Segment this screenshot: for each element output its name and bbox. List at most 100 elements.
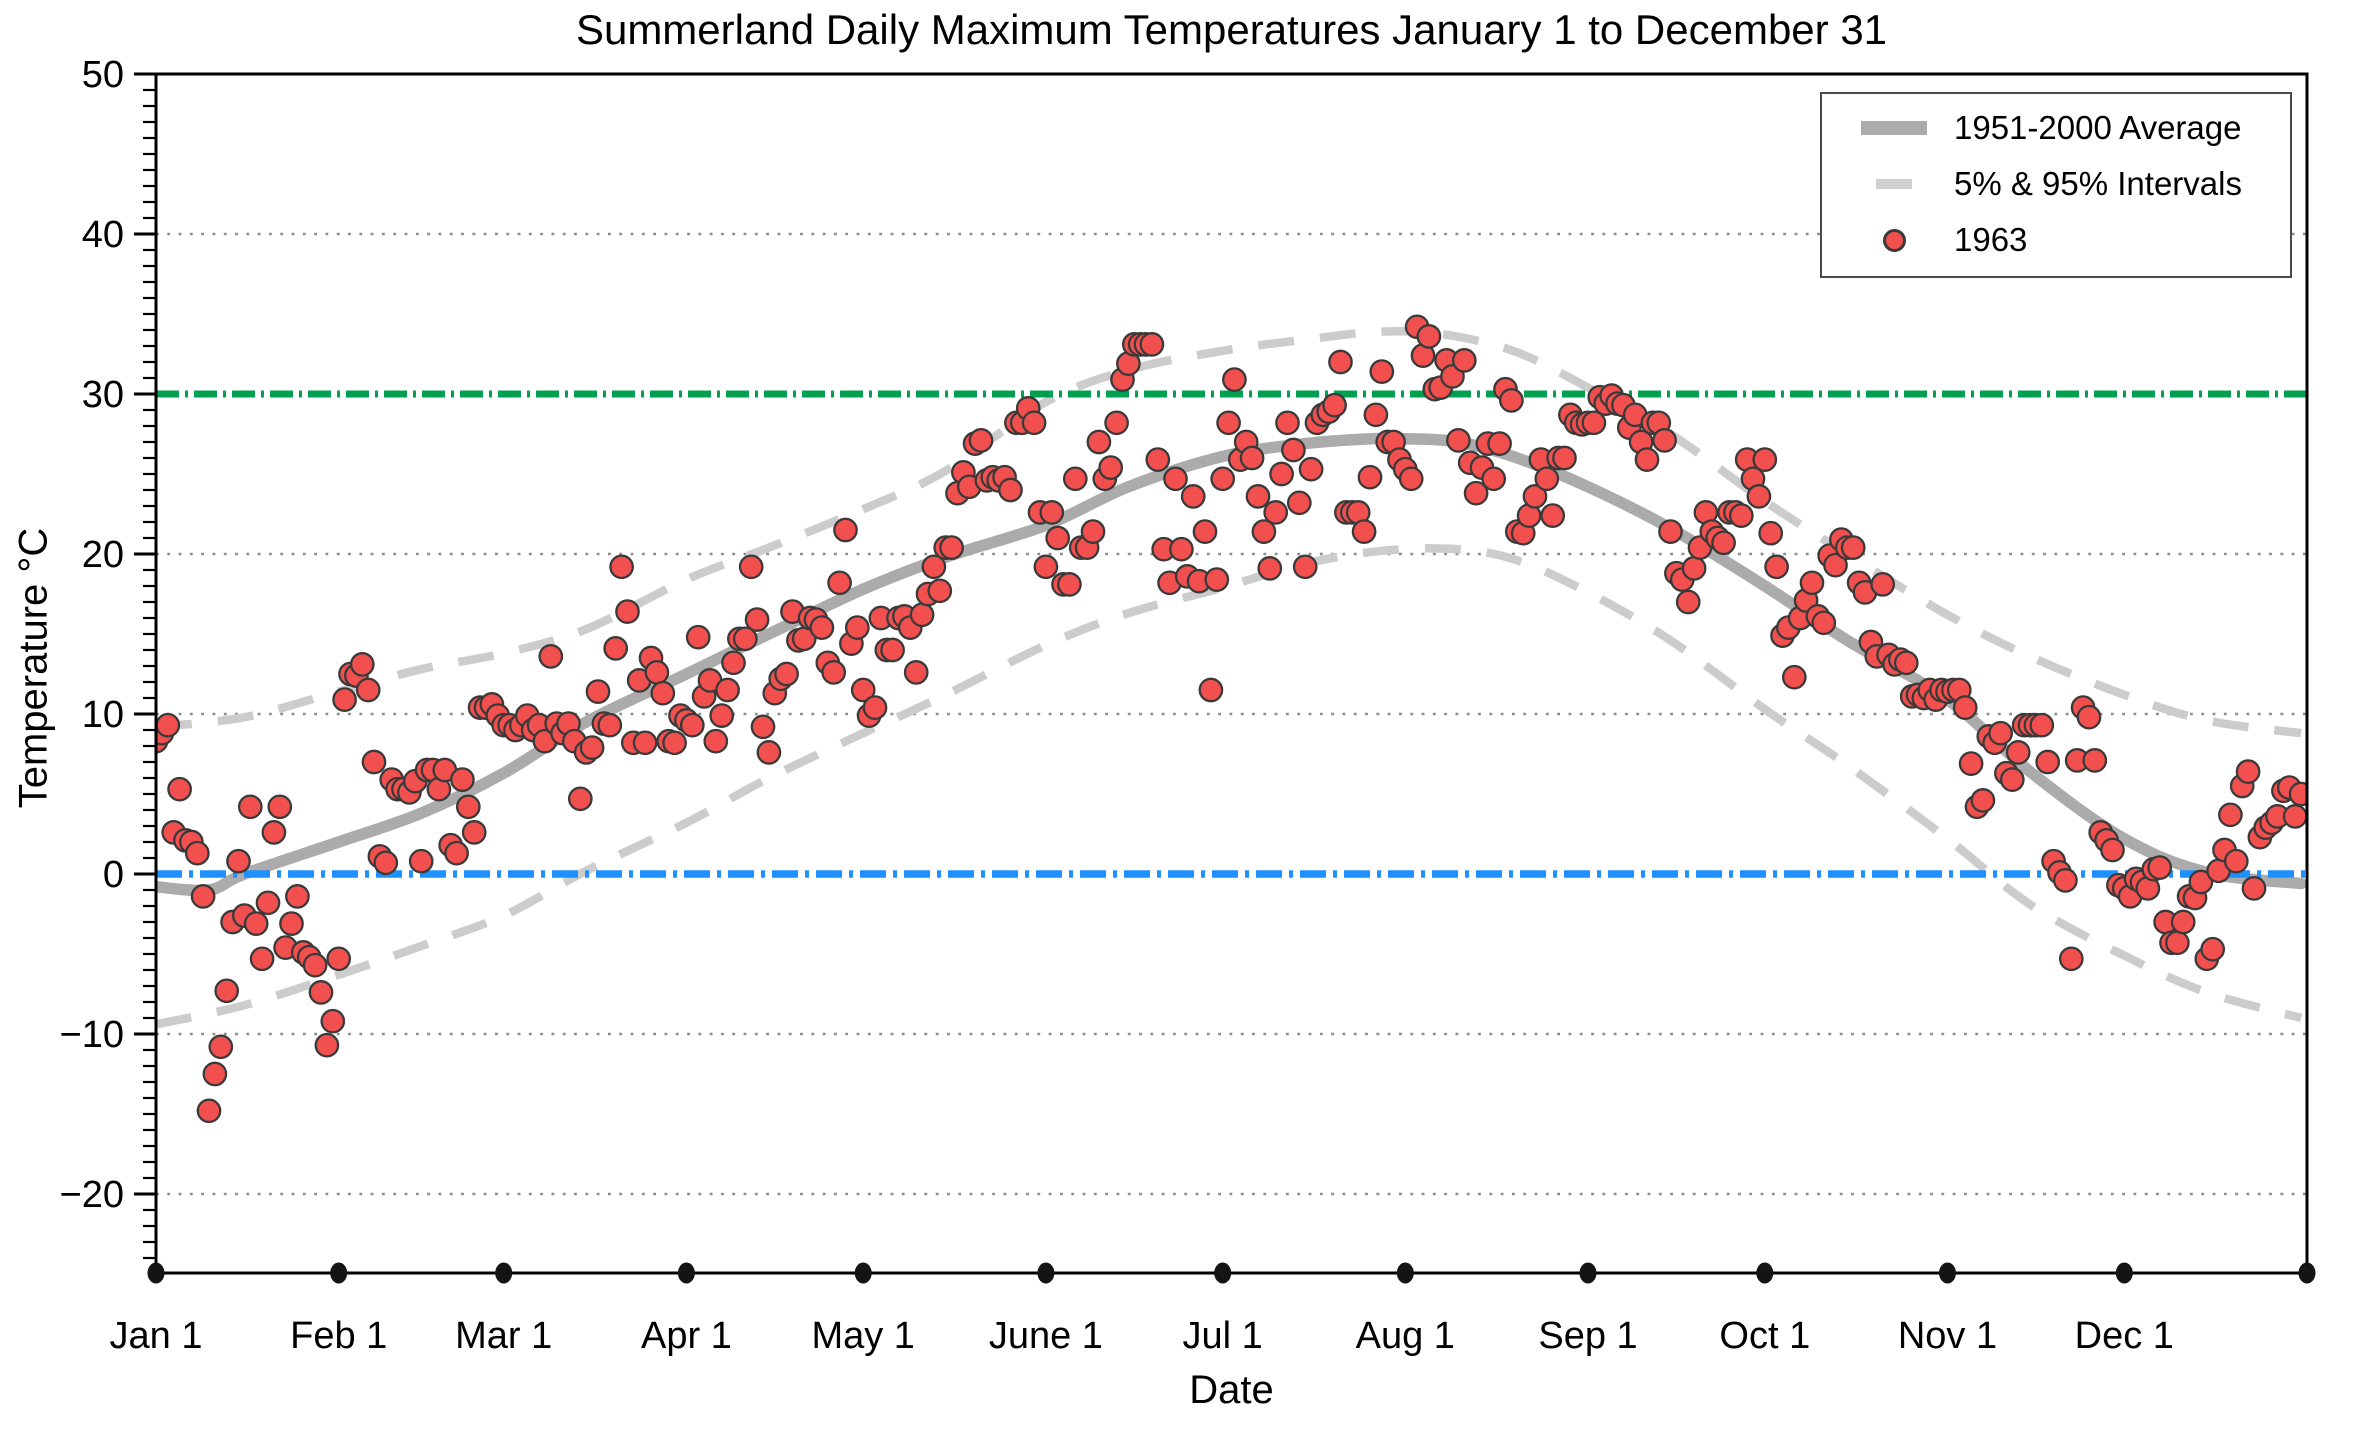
data-point (302, 952, 328, 978)
data-point (2282, 804, 2307, 829)
data-point (2200, 936, 2226, 962)
data-point (721, 650, 746, 676)
data-point (1451, 348, 1477, 373)
data-point (644, 660, 670, 685)
data-point (1192, 519, 1218, 544)
data-point (1398, 466, 1424, 492)
data-point (349, 652, 375, 677)
month-marker (147, 1262, 165, 1284)
month-marker (2115, 1262, 2133, 1284)
data-point (1292, 554, 1318, 580)
legend-item-1963: 1963 (1846, 216, 2284, 264)
data-point (1098, 455, 1124, 480)
data-point (732, 626, 758, 652)
data-point (2188, 869, 2214, 895)
data-point (921, 554, 947, 580)
data-point (2053, 868, 2078, 893)
y-tick-label: 50 (82, 54, 124, 96)
x-tick-label: May 1 (811, 1315, 914, 1357)
data-point (1522, 484, 1548, 509)
data-point (2241, 876, 2267, 901)
data-point (285, 884, 310, 909)
data-point (1222, 367, 1247, 392)
data-point (685, 624, 711, 650)
data-point (444, 840, 469, 866)
data-point (1021, 410, 1047, 436)
data-point (1481, 466, 1507, 492)
data-point (1169, 536, 1194, 562)
data-point (1369, 359, 1395, 384)
x-tick-label: Jul 1 (1183, 1315, 1263, 1357)
data-point (1552, 445, 1577, 471)
data-point (750, 714, 776, 740)
data-point (1534, 466, 1560, 492)
data-point (1416, 324, 1442, 349)
data-point (1681, 556, 1707, 581)
data-point (1269, 461, 1294, 487)
interval-curve-5 (156, 544, 2303, 1029)
data-point (2223, 848, 2249, 874)
month-marker (677, 1262, 695, 1284)
data-point (1239, 445, 1265, 471)
data-point (1198, 677, 1224, 703)
data-point (1658, 519, 1683, 544)
data-point (450, 767, 475, 792)
data-point (862, 695, 888, 720)
data-point (1328, 349, 1353, 375)
scatter-series-1963 (156, 314, 2307, 1124)
data-point (1245, 484, 1271, 509)
legend-item-intervals: 5% & 95% Intervals (1846, 160, 2284, 208)
data-point (308, 980, 334, 1005)
data-point (738, 554, 764, 580)
data-point (320, 1008, 346, 1034)
interval-curve-95 (156, 327, 2302, 738)
data-point (1275, 410, 1300, 436)
data-point (850, 677, 876, 703)
y-tick-label: 10 (82, 694, 124, 736)
data-point (998, 477, 1023, 503)
data-point (609, 554, 634, 580)
data-point (1322, 392, 1347, 418)
data-point (939, 535, 964, 560)
data-point (1952, 695, 1978, 720)
data-point (1210, 466, 1236, 492)
data-point (2029, 712, 2055, 738)
data-point (1752, 447, 1778, 472)
data-point (156, 712, 181, 738)
data-point (2165, 930, 2190, 956)
x-tick-label: Sep 1 (1538, 1315, 1637, 1357)
data-point (1180, 484, 1206, 509)
y-tick-label: −10 (60, 1014, 124, 1056)
data-point (190, 884, 216, 909)
data-point (1958, 751, 1984, 776)
data-point (1216, 410, 1241, 436)
data-point (1893, 650, 1919, 676)
data-point (1104, 410, 1129, 436)
data-point (1039, 500, 1065, 525)
data-point (1970, 788, 1996, 813)
data-point (2288, 781, 2307, 807)
data-point (1540, 503, 1566, 528)
data-point (455, 794, 481, 820)
data-point (249, 946, 275, 972)
data-point (774, 661, 799, 687)
month-marker (495, 1262, 513, 1284)
x-tick-label: Jan 1 (110, 1315, 203, 1357)
y-tick-label: 40 (82, 214, 124, 256)
data-point (1728, 503, 1754, 528)
data-point (1446, 428, 1471, 453)
data-point (2100, 837, 2125, 863)
data-point (1045, 525, 1071, 551)
month-marker (1756, 1262, 1774, 1284)
month-marker (854, 1262, 872, 1284)
x-tick-label: Nov 1 (1898, 1315, 1997, 1357)
x-tick-label: Apr 1 (641, 1315, 732, 1357)
data-point (1357, 464, 1383, 490)
data-point (1145, 447, 1171, 472)
data-point (1139, 332, 1165, 357)
month-marker (2298, 1262, 2316, 1284)
data-point (1057, 572, 1082, 597)
data-point (326, 946, 352, 972)
data-point (1033, 554, 1059, 580)
